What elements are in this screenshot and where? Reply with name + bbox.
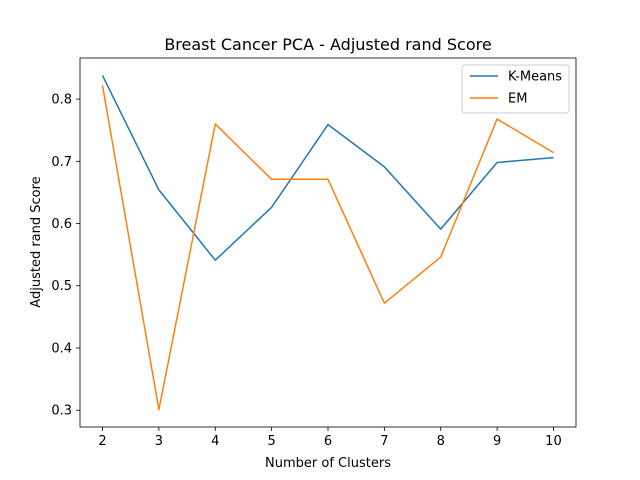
y-tick-label: 0.5	[51, 279, 72, 294]
x-tick-label: 5	[267, 434, 275, 449]
x-tick-label: 2	[98, 434, 106, 449]
x-tick-label: 3	[155, 434, 163, 449]
legend-label: K-Means	[508, 70, 562, 85]
y-tick-label: 0.4	[51, 341, 72, 356]
y-tick-label: 0.6	[51, 217, 72, 232]
y-tick-label: 0.7	[51, 155, 72, 170]
chart-title: Breast Cancer PCA - Adjusted rand Score	[164, 35, 491, 54]
x-tick-label: 8	[437, 434, 445, 449]
series-line-k-means	[101, 75, 554, 261]
series-lines	[101, 75, 554, 411]
legend: K-Means EM	[461, 64, 570, 114]
x-axis: 2 3 4 5 6 7 8 9 10	[98, 427, 562, 449]
legend-box	[461, 64, 570, 114]
x-tick-label: 10	[545, 434, 562, 449]
x-axis-label: Number of Clusters	[265, 456, 391, 471]
y-axis-label: Adjusted rand Score	[29, 176, 44, 307]
y-tick-label: 0.3	[51, 404, 72, 419]
legend-label: EM	[508, 92, 527, 107]
y-axis: 0.3 0.4 0.5 0.6 0.7 0.8	[51, 93, 80, 419]
series-line-em	[101, 85, 554, 411]
x-tick-label: 7	[380, 434, 388, 449]
x-tick-label: 4	[211, 434, 219, 449]
x-tick-label: 6	[324, 434, 332, 449]
y-tick-label: 0.8	[51, 93, 72, 108]
x-tick-label: 9	[493, 434, 501, 449]
